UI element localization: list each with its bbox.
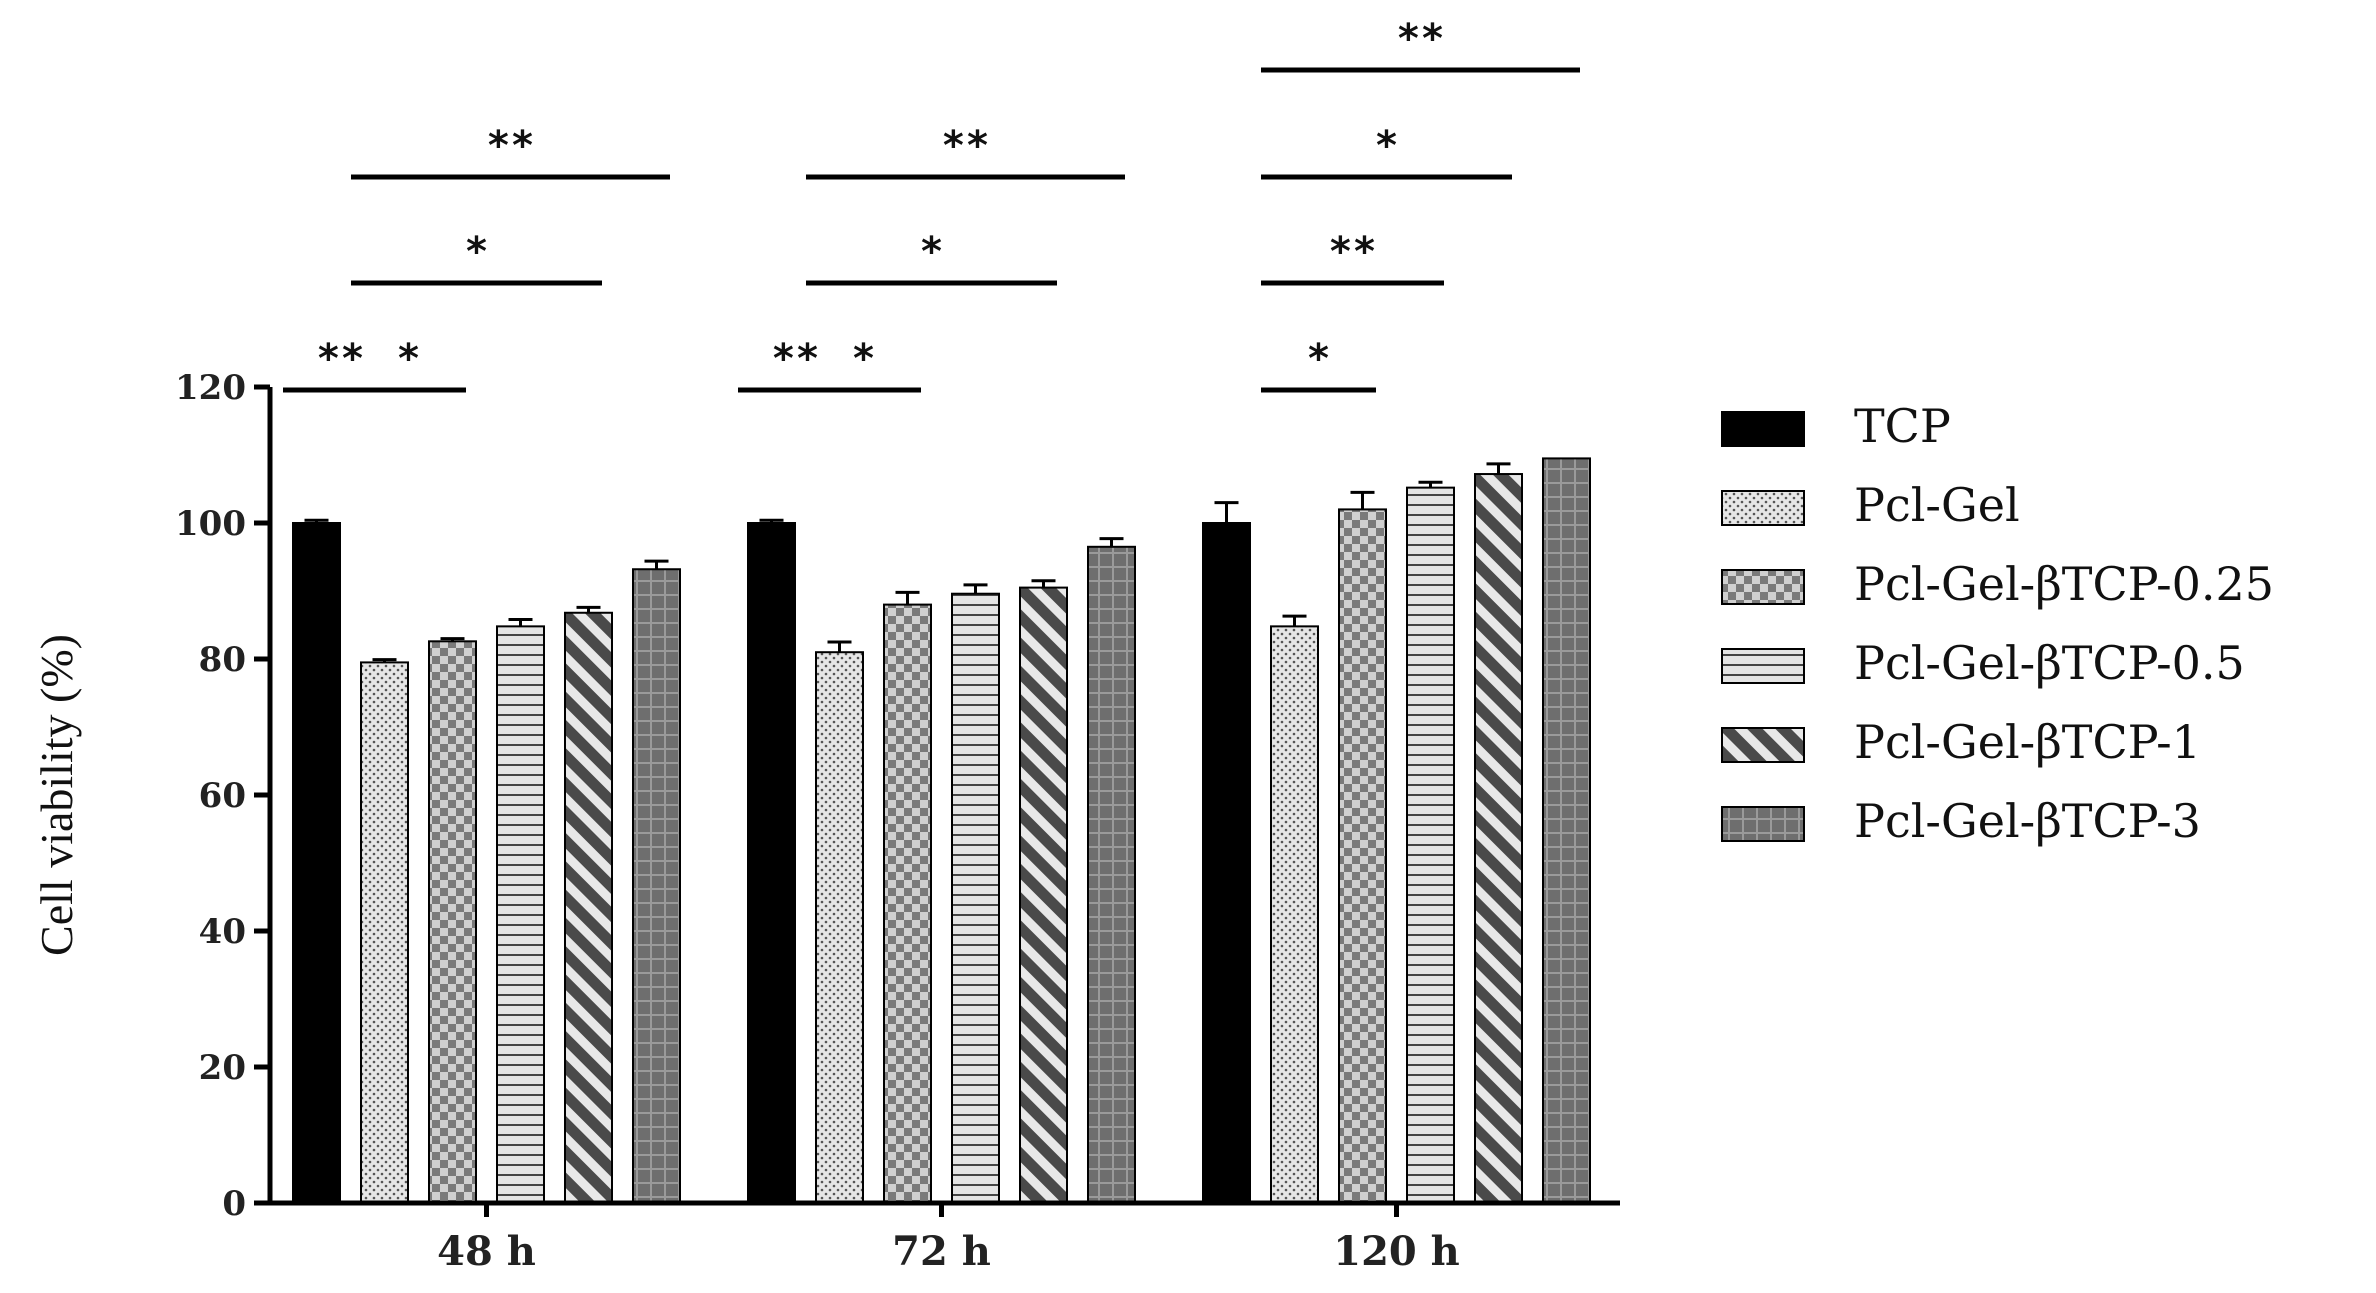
x-axis: 48 h 72 h 120 h xyxy=(268,1200,1620,1275)
bar-tcp-120h xyxy=(1202,522,1251,1204)
significance-label: * xyxy=(919,229,943,275)
y-tick-label: 0 xyxy=(222,1184,246,1224)
y-tick-label: 20 xyxy=(199,1048,246,1088)
significance-label: ** xyxy=(771,336,819,382)
bar-pcl-gel-tcp-3-48h xyxy=(632,568,681,1204)
legend-label: Pcl-Gel-βTCP-1 xyxy=(1854,715,2201,769)
x-tick-label: 120 h xyxy=(1333,1228,1460,1275)
legend-swatch xyxy=(1721,411,1805,447)
bar-pcl-gel-tcp-3-120h xyxy=(1542,457,1591,1204)
y-tick-label: 120 xyxy=(175,368,246,408)
significance-label: ** xyxy=(486,123,534,169)
legend-label: Pcl-Gel-βTCP-0.5 xyxy=(1854,636,2245,690)
significance-label: * xyxy=(396,336,420,382)
bar-pcl-gel-tcp-3-72h xyxy=(1087,545,1136,1204)
significance-label: ** xyxy=(316,336,364,382)
bar-tcp-72h xyxy=(747,522,796,1204)
x-tick-label: 48 h xyxy=(437,1228,536,1275)
bar-pcl-gel-72h xyxy=(815,651,864,1204)
legend-label: Pcl-Gel xyxy=(1854,478,2020,532)
y-tick-label: 40 xyxy=(199,912,246,952)
legend-label: Pcl-Gel-βTCP-3 xyxy=(1854,794,2201,848)
bar-pcl-gel-tcp-1-72h xyxy=(1019,586,1068,1204)
y-axis: 0 20 40 60 80 100 120 xyxy=(175,368,273,1224)
y-tick-label: 60 xyxy=(199,776,246,816)
legend-label: Pcl-Gel-βTCP-0.25 xyxy=(1854,557,2274,611)
bar-tcp-48h xyxy=(292,522,341,1204)
bar-pcl-gel-tcp-0-5-120h xyxy=(1406,486,1455,1204)
bar-pcl-gel-120h xyxy=(1270,625,1319,1204)
y-tick-label: 80 xyxy=(199,640,246,680)
significance-brackets: ** ****** ********** xyxy=(283,16,1580,393)
legend-swatch xyxy=(1721,727,1805,763)
bar-pcl-gel-tcp-0-25-72h xyxy=(883,603,932,1204)
bar-pcl-gel-tcp-0-25-120h xyxy=(1338,508,1387,1204)
bar-pcl-gel-48h xyxy=(360,661,409,1204)
significance-label: * xyxy=(1306,336,1330,382)
y-axis-title: Cell viability (%) xyxy=(31,634,82,956)
significance-label: ** xyxy=(1328,229,1376,275)
legend-label: TCP xyxy=(1854,399,1951,453)
significance-label: ** xyxy=(941,123,989,169)
significance-label: ** xyxy=(1396,16,1444,62)
significance-label: * xyxy=(464,229,488,275)
legend-swatch xyxy=(1721,806,1805,842)
plot-area xyxy=(292,457,1591,1205)
legend-swatch xyxy=(1721,569,1805,605)
legend-swatch xyxy=(1721,648,1805,684)
legend-swatch xyxy=(1721,490,1805,526)
significance-label: * xyxy=(851,336,875,382)
bar-pcl-gel-tcp-1-48h xyxy=(564,611,613,1204)
legend: TCP Pcl-Gel Pcl-Gel-βTCP-0.25 Pcl-Gel-βTCP-… xyxy=(1721,399,2274,848)
y-tick-label: 100 xyxy=(175,504,246,544)
bar-pcl-gel-tcp-1-120h xyxy=(1474,473,1523,1205)
bar-pcl-gel-tcp-0-5-48h xyxy=(496,625,545,1204)
x-tick-label: 72 h xyxy=(892,1228,991,1275)
significance-label: * xyxy=(1374,123,1398,169)
bar-pcl-gel-tcp-0-5-72h xyxy=(951,592,1000,1204)
bar-pcl-gel-tcp-0-25-48h xyxy=(428,640,477,1204)
